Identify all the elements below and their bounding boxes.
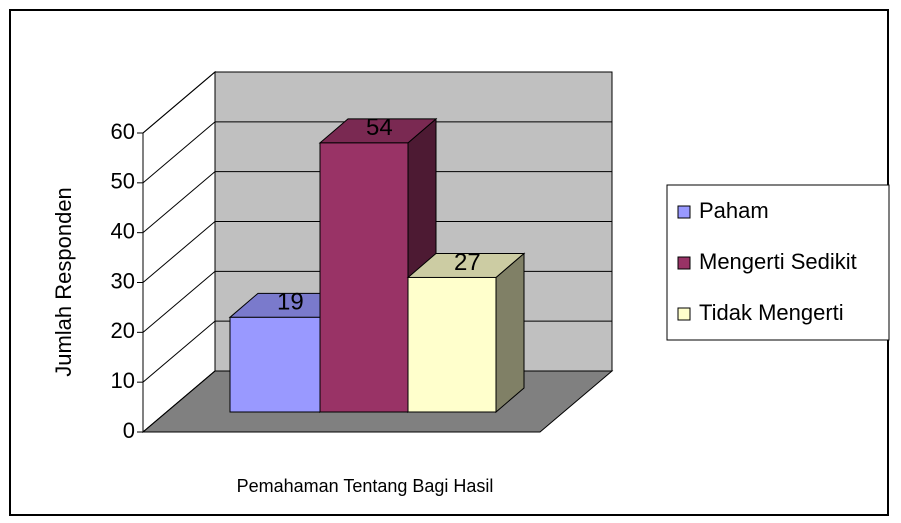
grid-line — [142, 320, 216, 383]
y-tick-label: 40 — [111, 218, 135, 243]
y-tick-label: 0 — [123, 418, 135, 443]
legend-label: Tidak Mengerti — [699, 300, 844, 325]
y-tick-label: 30 — [111, 268, 135, 293]
y-tick-label: 20 — [111, 318, 135, 343]
grid-line — [142, 221, 216, 283]
legend-swatch — [677, 205, 691, 219]
x-axis-title: Pemahaman Tentang Bagi Hasil — [237, 476, 494, 496]
legend-label: Paham — [699, 198, 769, 223]
data-label: 19 — [277, 289, 304, 316]
bar — [406, 252, 526, 414]
legend-swatch — [677, 307, 691, 321]
data-label: 27 — [454, 249, 481, 276]
bar-front — [229, 316, 321, 413]
bar-side — [495, 252, 525, 414]
grid-line — [142, 71, 216, 134]
grid-line — [142, 370, 216, 433]
bar-front — [319, 142, 409, 413]
y-tick-label: 10 — [111, 368, 135, 393]
data-label: 54 — [366, 114, 393, 141]
grid-line — [142, 270, 216, 333]
y-tick-label: 50 — [111, 169, 135, 194]
legend-box — [666, 184, 890, 341]
grid-line — [142, 121, 216, 184]
grid-line — [142, 171, 216, 234]
y-axis-title: Jumlah Responden — [51, 187, 76, 377]
y-tick-label: 60 — [111, 119, 135, 144]
legend-swatch — [677, 256, 691, 270]
legend-label: Mengerti Sedikit — [699, 249, 857, 274]
bar-front — [407, 276, 497, 413]
